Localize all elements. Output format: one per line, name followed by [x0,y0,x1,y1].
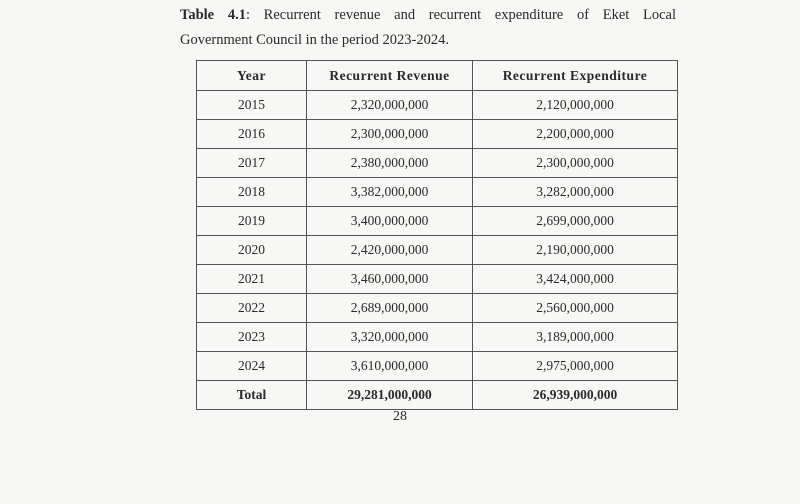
expenditure-cell: 3,189,000,000 [472,322,678,352]
revenue-cell: 3,320,000,000 [306,322,473,352]
header-expenditure: Recurrent Expenditure [472,60,678,91]
table-row: 2016 2,300,000,000 2,200,000,000 [196,119,678,149]
table-row: 2015 2,320,000,000 2,120,000,000 [196,90,678,120]
year-cell: Total [196,380,307,410]
year-cell: 2021 [196,264,307,294]
year-cell: 2020 [196,235,307,265]
table-row: 2018 3,382,000,000 3,282,000,000 [196,177,678,207]
revenue-cell: 3,400,000,000 [306,206,473,236]
revenue-cell: 3,382,000,000 [306,177,473,207]
year-cell: 2019 [196,206,307,236]
caption-text-1: : Recurrent revenue and recurrent expend… [245,7,677,23]
expenditure-cell: 2,300,000,000 [472,148,678,178]
revenue-cell: 2,380,000,000 [306,148,473,178]
expenditure-cell: 3,282,000,000 [472,177,678,207]
year-cell: 2015 [196,90,307,120]
table-header-row: Year Recurrent Revenue Recurrent Expendi… [196,60,678,91]
table-row: 2019 3,400,000,000 2,699,000,000 [196,206,678,236]
caption-line-1: Table 4.1: Recurrent revenue and recurre… [180,3,676,28]
table-row: 2022 2,689,000,000 2,560,000,000 [196,293,678,323]
expenditure-cell: 2,120,000,000 [472,90,678,120]
revenue-cell: 2,320,000,000 [306,90,473,120]
revenue-cell: 2,300,000,000 [306,119,473,149]
table-row: 2023 3,320,000,000 3,189,000,000 [196,322,678,352]
table-row: 2020 2,420,000,000 2,190,000,000 [196,235,678,265]
revenue-cell: 2,689,000,000 [306,293,473,323]
expenditure-cell: 2,699,000,000 [472,206,678,236]
caption-label: Table 4.1 [180,7,246,23]
year-cell: 2017 [196,148,307,178]
revenue-cell: 3,460,000,000 [306,264,473,294]
header-revenue: Recurrent Revenue [306,60,473,91]
year-cell: 2018 [196,177,307,207]
year-cell: 2023 [196,322,307,352]
table-row: 2024 3,610,000,000 2,975,000,000 [196,351,678,381]
table-caption: Table 4.1: Recurrent revenue and recurre… [180,3,676,53]
expenditure-cell: 2,560,000,000 [472,293,678,323]
page-number: 28 [393,409,407,424]
caption-line-2: Government Council in the period 2023-20… [180,32,450,48]
revenue-cell: 2,420,000,000 [306,235,473,265]
year-cell: 2016 [196,119,307,149]
table-row: 2021 3,460,000,000 3,424,000,000 [196,264,678,294]
table-row: 2017 2,380,000,000 2,300,000,000 [196,148,678,178]
revenue-cell: 29,281,000,000 [306,380,473,410]
expenditure-cell: 2,190,000,000 [472,235,678,265]
year-cell: 2024 [196,351,307,381]
expenditure-cell: 2,200,000,000 [472,119,678,149]
revenue-expenditure-table: Year Recurrent Revenue Recurrent Expendi… [196,60,678,410]
table-total-row: Total 29,281,000,000 26,939,000,000 [196,380,678,410]
revenue-cell: 3,610,000,000 [306,351,473,381]
expenditure-cell: 2,975,000,000 [472,351,678,381]
expenditure-cell: 3,424,000,000 [472,264,678,294]
expenditure-cell: 26,939,000,000 [472,380,678,410]
year-cell: 2022 [196,293,307,323]
header-year: Year [196,60,307,91]
